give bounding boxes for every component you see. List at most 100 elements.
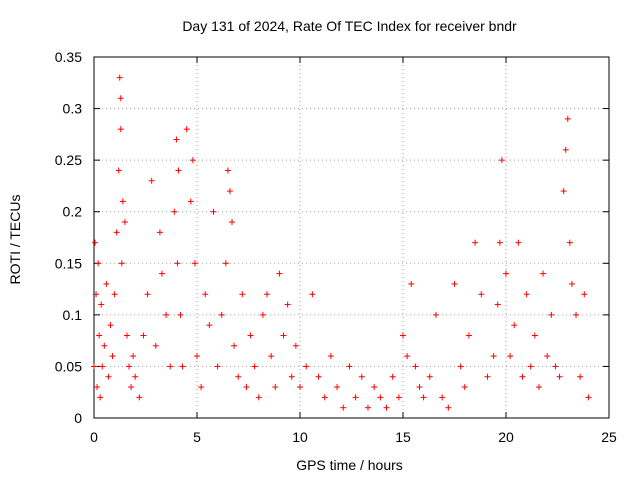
y-tick-label: 0.1: [63, 307, 83, 323]
data-point: [255, 394, 262, 401]
data-point: [389, 373, 396, 380]
data-point: [119, 198, 126, 205]
data-point: [152, 342, 159, 349]
data-point: [515, 239, 522, 246]
y-tick-label: 0.2: [63, 204, 83, 220]
data-point: [191, 260, 198, 267]
data-point: [132, 373, 139, 380]
data-point: [94, 384, 101, 391]
data-point: [577, 373, 584, 380]
data-point: [268, 353, 275, 360]
data-point: [93, 291, 100, 298]
data-point: [315, 373, 322, 380]
data-point: [581, 291, 588, 298]
data-point: [503, 270, 509, 277]
data-point: [457, 363, 464, 370]
data-point: [144, 291, 151, 298]
y-tick-label: 0.3: [63, 101, 83, 117]
data-point: [105, 373, 112, 380]
data-point: [327, 353, 334, 360]
data-point: [371, 384, 378, 391]
y-tick-label: 0: [74, 410, 82, 426]
data-point: [420, 394, 427, 401]
data-point: [531, 332, 538, 339]
data-point: [115, 167, 122, 174]
data-point: [202, 291, 209, 298]
data-point: [107, 322, 114, 329]
data-point: [432, 311, 439, 318]
data-point: [297, 384, 303, 391]
data-point: [340, 404, 347, 411]
data-point: [562, 146, 569, 153]
data-point: [175, 167, 182, 174]
data-point: [91, 363, 97, 370]
x-tick-label: 10: [292, 429, 308, 445]
plot-frame: [93, 56, 610, 419]
data-point: [156, 229, 163, 236]
data-point: [103, 280, 110, 287]
x-tick-label: 15: [395, 429, 411, 445]
data-point: [573, 311, 580, 318]
data-point: [303, 363, 310, 370]
data-point: [96, 332, 103, 339]
data-point: [560, 188, 567, 195]
data-point: [556, 373, 563, 380]
data-point: [194, 353, 200, 360]
data-point: [158, 270, 165, 277]
data-point: [276, 270, 283, 277]
data-point: [535, 384, 542, 391]
data-point: [280, 332, 287, 339]
data-point: [111, 291, 118, 298]
data-point: [126, 363, 133, 370]
y-axis-label: ROTI / TECUs: [7, 195, 23, 285]
data-point: [179, 363, 186, 370]
data-point: [400, 332, 406, 339]
data-point: [123, 332, 130, 339]
data-point: [321, 394, 328, 401]
data-point: [148, 177, 155, 184]
data-point: [288, 373, 295, 380]
data-point: [109, 353, 116, 360]
data-point: [113, 229, 120, 236]
data-point: [416, 384, 423, 391]
data-point: [585, 394, 592, 401]
data-point: [346, 363, 353, 370]
data-point: [472, 239, 479, 246]
x-tick-label: 0: [90, 429, 98, 445]
data-point: [548, 311, 555, 318]
data-point: [243, 384, 250, 391]
data-point: [226, 188, 233, 195]
data-point: [568, 280, 575, 287]
data-point: [334, 384, 341, 391]
data-point: [395, 394, 402, 401]
data-point: [163, 311, 170, 318]
data-point: [272, 384, 279, 391]
data-point: [218, 311, 225, 318]
data-point: [206, 322, 213, 329]
data-point: [309, 291, 316, 298]
data-point: [352, 394, 359, 401]
data-point: [224, 167, 231, 174]
data-point: [519, 373, 526, 380]
data-point: [231, 342, 238, 349]
data-point: [426, 373, 433, 380]
data-point: [544, 353, 551, 360]
data-point: [292, 342, 299, 349]
data-point: [251, 363, 258, 370]
data-point: [247, 332, 254, 339]
data-point: [490, 353, 497, 360]
data-point: [136, 394, 143, 401]
data-point: [210, 208, 217, 215]
data-point: [140, 332, 147, 339]
data-point: [121, 219, 128, 226]
data-point: [235, 373, 242, 380]
data-point: [498, 157, 505, 164]
y-tick-label: 0.15: [55, 255, 82, 271]
data-point: [412, 363, 419, 370]
data-point: [229, 219, 236, 226]
data-point: [494, 301, 501, 308]
data-point: [284, 301, 291, 308]
data-point: [564, 115, 571, 122]
